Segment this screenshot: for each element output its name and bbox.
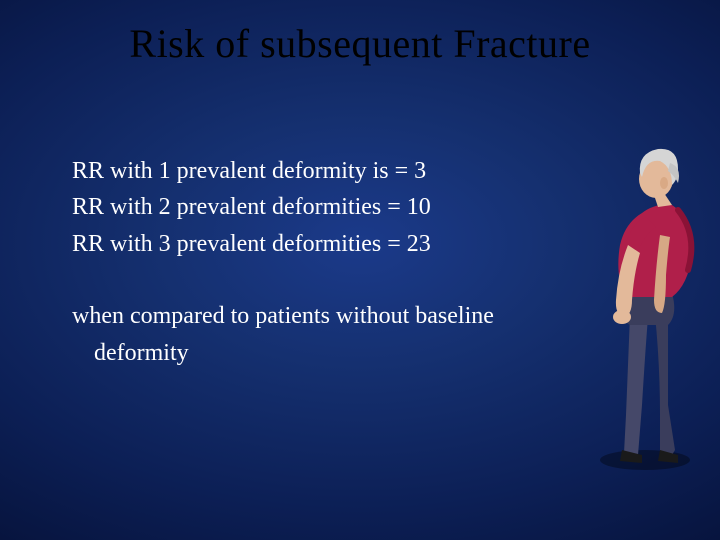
kyphosis-figure-icon <box>560 105 710 475</box>
body-note-1: when compared to patients without baseli… <box>72 300 610 332</box>
body-note-2: deformity <box>72 337 610 369</box>
spacer <box>72 264 610 300</box>
slide: Risk of subsequent Fracture RR with 1 pr… <box>0 0 720 540</box>
body-line-3: RR with 3 prevalent deformities = 23 <box>72 228 610 260</box>
body-line-1: RR with 1 prevalent deformity is = 3 <box>72 155 610 187</box>
slide-title: Risk of subsequent Fracture <box>0 20 720 67</box>
body-line-2: RR with 2 prevalent deformities = 10 <box>72 191 610 223</box>
slide-body: RR with 1 prevalent deformity is = 3 RR … <box>72 155 610 373</box>
